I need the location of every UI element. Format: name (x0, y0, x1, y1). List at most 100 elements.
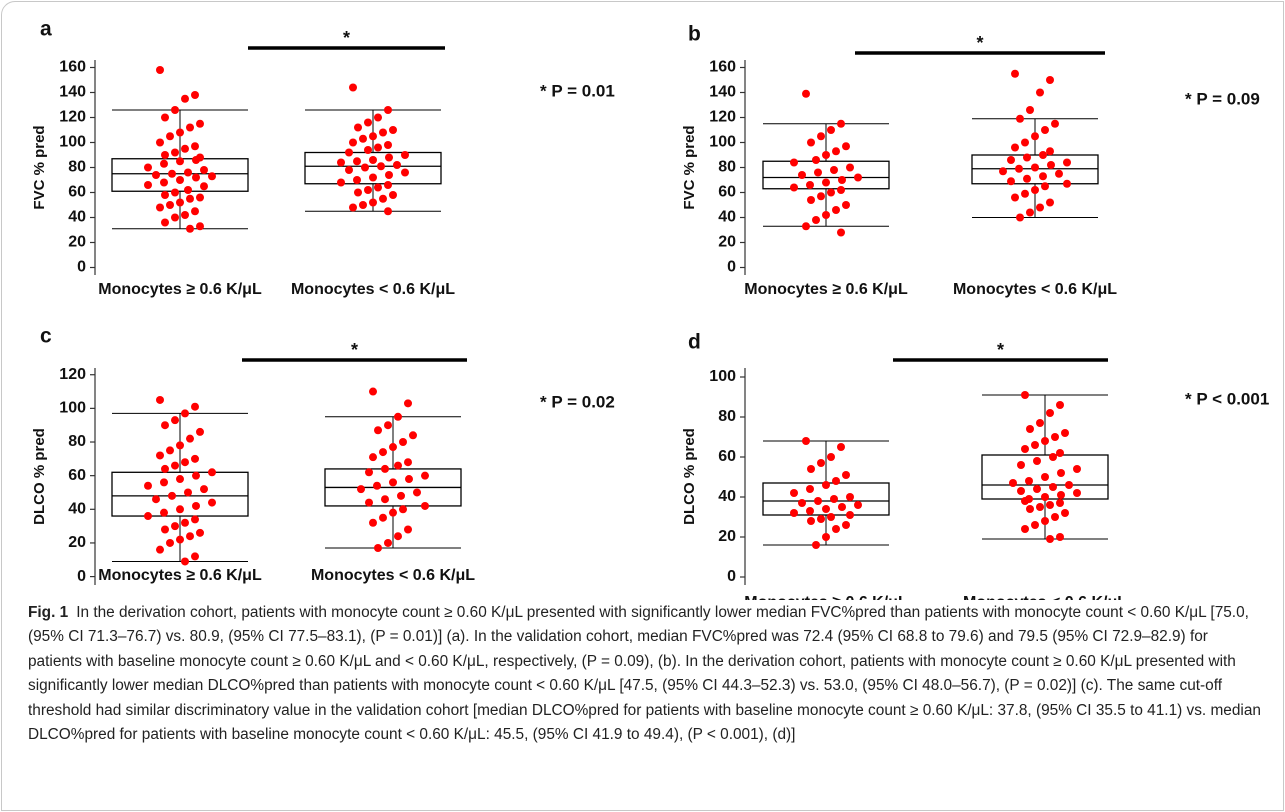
y-axis-label: FVC % pred (681, 125, 698, 209)
data-point (1051, 513, 1059, 521)
p-value: * P = 0.02 (540, 392, 615, 411)
data-point (1017, 487, 1025, 495)
data-point (1041, 437, 1049, 445)
data-point (798, 499, 806, 507)
data-point (812, 156, 820, 164)
data-point (166, 446, 174, 455)
data-point (1056, 499, 1064, 507)
x-tick-label: Monocytes ≥ 0.6 K/μL (744, 281, 908, 298)
data-point (1041, 126, 1049, 134)
data-point (846, 511, 854, 519)
data-point (381, 464, 389, 473)
data-point (814, 168, 822, 177)
data-point (156, 138, 164, 147)
data-point (798, 171, 806, 179)
data-point (1041, 182, 1049, 191)
p-value: * P = 0.09 (1185, 89, 1260, 108)
data-point (1021, 525, 1029, 533)
data-point (1047, 161, 1055, 169)
data-point (827, 126, 835, 134)
data-point (171, 148, 179, 157)
data-point (353, 157, 361, 166)
data-point (208, 468, 216, 477)
data-point (374, 426, 382, 435)
data-point (373, 481, 381, 490)
y-tick-label: 80 (718, 159, 736, 176)
data-point (160, 159, 168, 168)
data-point (191, 91, 199, 99)
data-point (1036, 88, 1044, 97)
data-point (838, 503, 846, 511)
data-point (196, 528, 204, 537)
data-point (393, 161, 401, 169)
data-point (1046, 501, 1054, 509)
data-point (1009, 479, 1017, 487)
data-point (1061, 429, 1069, 437)
data-point (1007, 156, 1015, 164)
data-point (806, 181, 814, 189)
data-point (389, 478, 397, 487)
data-point (144, 512, 152, 521)
data-point (160, 178, 168, 187)
data-point (171, 461, 179, 470)
data-point (191, 142, 199, 151)
data-point (1046, 76, 1054, 84)
data-point (171, 188, 179, 197)
data-point (161, 464, 169, 473)
data-point (166, 538, 174, 547)
data-point (802, 89, 810, 98)
data-point (369, 518, 377, 527)
p-value: * P = 0.01 (540, 81, 615, 100)
y-tick-label: 0 (77, 259, 86, 276)
data-point (384, 141, 392, 149)
x-tick-label: Monocytes ≥ 0.6 K/μL (98, 281, 262, 298)
data-point (144, 163, 152, 172)
data-point (359, 134, 367, 143)
data-point (1031, 132, 1039, 141)
data-point (1016, 213, 1024, 222)
data-point (359, 201, 367, 209)
data-point (817, 132, 825, 141)
y-tick-label: 160 (59, 59, 86, 76)
y-tick-label: 160 (709, 59, 736, 76)
data-point (404, 458, 412, 467)
y-tick-label: 0 (727, 259, 736, 276)
data-point (1011, 193, 1019, 202)
data-point (192, 471, 200, 480)
data-point (152, 495, 160, 504)
data-point (1039, 172, 1047, 181)
data-point (1065, 481, 1073, 489)
y-tick-label: 100 (709, 368, 736, 385)
y-axis-label: DLCO % pred (31, 428, 48, 525)
p-value: * P < 0.001 (1185, 389, 1269, 408)
caption-text: In the derivation cohort, patients with … (28, 604, 1261, 744)
y-axis-label: DLCO % pred (681, 428, 698, 525)
data-point (842, 521, 850, 529)
data-point (1025, 477, 1033, 485)
data-point (191, 552, 199, 561)
x-tick-label: Monocytes < 0.6 K/μL (963, 594, 1127, 600)
data-point (1057, 469, 1065, 477)
data-point (837, 119, 845, 128)
data-point (196, 427, 204, 436)
data-point (1033, 457, 1041, 465)
data-point (156, 66, 164, 74)
data-point (200, 485, 208, 494)
data-point (842, 471, 850, 479)
data-point (361, 163, 369, 172)
data-point (365, 498, 373, 507)
data-point (349, 83, 357, 92)
data-point (384, 207, 392, 216)
data-point (1073, 465, 1081, 473)
y-tick-label: 20 (718, 528, 736, 545)
data-point (1011, 143, 1019, 152)
data-point (171, 522, 179, 531)
data-point (802, 222, 810, 231)
data-point (161, 191, 169, 199)
data-point (196, 119, 204, 128)
data-point (144, 181, 152, 189)
y-tick-label: 60 (718, 184, 736, 201)
data-point (1041, 473, 1049, 481)
data-point (171, 213, 179, 222)
